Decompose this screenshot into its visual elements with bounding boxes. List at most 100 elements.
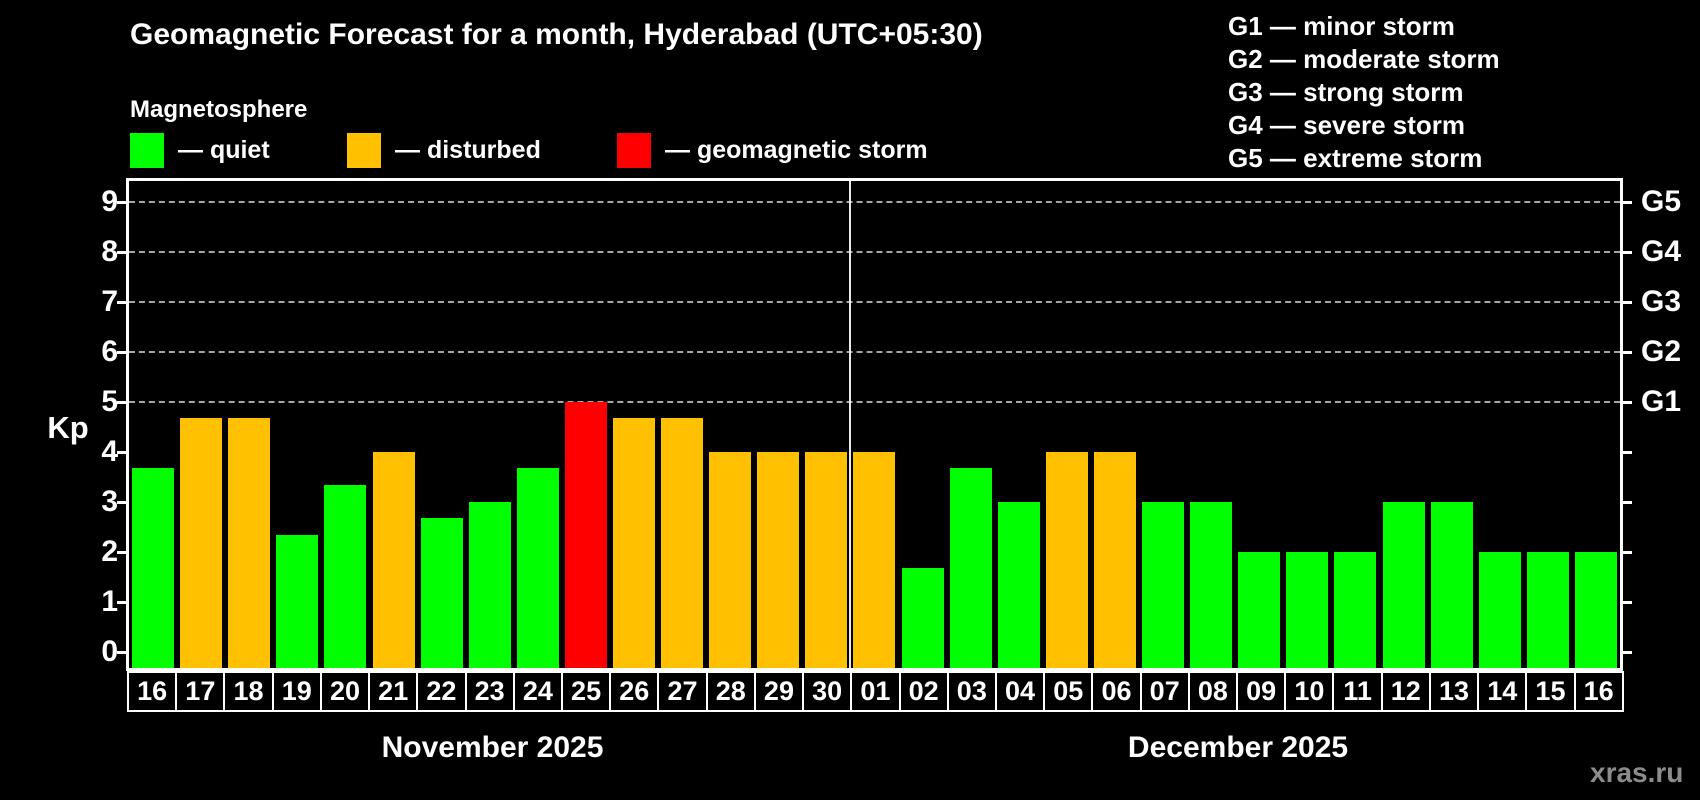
kp-bar-nov-18 [228, 418, 270, 668]
g-legend-line-3: G3 — strong storm [1228, 77, 1464, 107]
kp-bar-dec-14 [1479, 552, 1521, 668]
kp-bar-dec-15 [1527, 552, 1569, 668]
day-label-cell: 22 [416, 671, 467, 712]
kp-bar-nov-20 [324, 485, 366, 668]
kp-bar-dec-09 [1238, 552, 1280, 668]
y-axis-label-6: 6 [101, 335, 118, 368]
kp-bar-nov-22 [421, 518, 463, 668]
legend-swatch-quiet [130, 132, 164, 168]
kp-bar-nov-25 [565, 402, 607, 668]
kp-bar-dec-11 [1334, 552, 1376, 668]
right-axis-tick-5 [1620, 401, 1632, 404]
kp-bar-nov-30 [805, 452, 847, 668]
day-label-cell: 23 [464, 671, 515, 712]
g-legend-line-2: G2 — moderate storm [1228, 44, 1500, 74]
g-legend-line-4: G4 — severe storm [1228, 110, 1466, 140]
right-axis-tick-3 [1620, 501, 1632, 504]
kp-bar-nov-16 [132, 468, 174, 668]
y-axis-tick-8 [117, 251, 129, 254]
day-label-cell: 29 [753, 671, 805, 712]
kp-bar-dec-10 [1286, 552, 1328, 668]
kp-bar-dec-04 [998, 502, 1040, 668]
day-label-cell: 04 [994, 671, 1046, 712]
day-label-cell: 09 [1236, 671, 1287, 712]
day-label-cell: 01 [850, 671, 901, 712]
day-label-cell: 26 [609, 671, 660, 712]
day-label-cell: 10 [1284, 671, 1335, 712]
kp-bar-dec-13 [1431, 502, 1473, 668]
day-label-cell: 27 [657, 671, 708, 712]
y-axis-tick-6 [117, 351, 129, 354]
day-label-cell: 16 [127, 671, 178, 712]
day-label-cell: 19 [271, 671, 322, 712]
day-label-cell: 15 [1525, 671, 1576, 712]
kp-bar-nov-17 [180, 418, 222, 668]
g-scale-label-g5: G5 [1641, 185, 1682, 218]
kp-bar-nov-21 [373, 452, 415, 668]
plot-area [129, 181, 1620, 668]
day-label-cell: 18 [223, 671, 274, 712]
y-axis-label-0: 0 [101, 635, 118, 668]
y-axis-label-5: 5 [101, 385, 118, 418]
y-axis-label-3: 3 [101, 485, 118, 518]
kp-bar-dec-02 [902, 568, 944, 668]
legend-swatch-disturbed [347, 132, 381, 168]
y-axis-tick-7 [117, 301, 129, 304]
y-axis-label-2: 2 [101, 535, 118, 568]
gridline-kp6 [129, 351, 1620, 353]
gridline-kp5 [129, 401, 1620, 403]
legend-swatch-storm [617, 132, 651, 168]
g-legend-line-1: G1 — minor storm [1228, 11, 1455, 41]
day-label-cell: 11 [1332, 671, 1383, 712]
day-label-cell: 30 [802, 671, 853, 712]
right-axis-tick-9 [1620, 201, 1632, 204]
kp-bar-dec-12 [1383, 502, 1425, 668]
kp-bar-nov-27 [661, 418, 703, 668]
y-axis-label-8: 8 [101, 235, 118, 268]
kp-bar-dec-07 [1142, 502, 1184, 668]
day-label-cell: 21 [368, 671, 419, 712]
day-label-cell: 16 [1573, 671, 1624, 712]
kp-bar-nov-28 [709, 452, 751, 668]
gridline-kp9 [129, 201, 1620, 203]
day-label-cell: 24 [512, 671, 563, 712]
kp-bar-dec-16 [1575, 552, 1617, 668]
legend-label-disturbed: — disturbed [395, 135, 541, 164]
kp-bar-nov-24 [517, 468, 559, 668]
right-axis-tick-1 [1620, 601, 1632, 604]
y-axis-tick-3 [117, 501, 129, 504]
chart-subtitle: Magnetosphere [130, 96, 308, 123]
y-axis-title: Kp [47, 410, 89, 445]
day-label-cell: 25 [560, 671, 612, 712]
y-axis-label-9: 9 [101, 185, 118, 218]
kp-bar-dec-03 [950, 468, 992, 668]
month-label: November 2025 [381, 731, 604, 764]
day-label-cell: 28 [705, 671, 756, 712]
day-label-cell: 20 [319, 671, 371, 712]
gridline-kp8 [129, 251, 1620, 253]
day-label-cell: 05 [1043, 671, 1094, 712]
day-label-cell: 08 [1187, 671, 1239, 712]
month-label: December 2025 [1127, 731, 1349, 764]
kp-bar-dec-01 [853, 452, 895, 668]
kp-bar-nov-26 [613, 418, 655, 668]
right-axis-tick-8 [1620, 251, 1632, 254]
y-axis-label-7: 7 [101, 285, 118, 318]
y-axis-label-4: 4 [101, 435, 118, 468]
legend-item-storm: — geomagnetic storm [617, 132, 928, 168]
right-axis-tick-0 [1620, 651, 1632, 654]
legend-label-storm: — geomagnetic storm [665, 135, 928, 164]
day-label-cell: 17 [175, 671, 226, 712]
g-scale-label-g1: G1 [1641, 385, 1682, 418]
y-axis-tick-2 [117, 551, 129, 554]
kp-bar-dec-05 [1046, 452, 1088, 668]
day-label-cell: 14 [1477, 671, 1528, 712]
month-separator-line [849, 181, 851, 668]
day-label-cell: 03 [946, 671, 997, 712]
kp-bar-nov-19 [276, 535, 318, 668]
watermark: xras.ru [1590, 757, 1684, 788]
g-scale-legend: G1 — minor storm G2 — moderate storm G3 — … [1228, 10, 1500, 175]
g-legend-line-5: G5 — extreme storm [1228, 143, 1483, 173]
kp-bar-nov-23 [469, 502, 511, 668]
